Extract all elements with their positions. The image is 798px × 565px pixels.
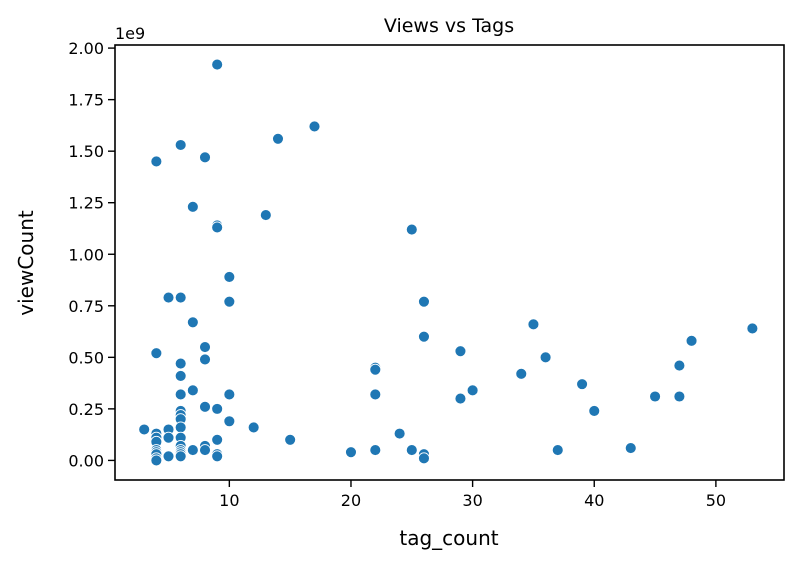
data-point (162, 291, 175, 304)
data-point (527, 318, 540, 331)
data-point (223, 270, 236, 283)
data-point (150, 454, 163, 467)
data-point (199, 400, 211, 413)
data-point (174, 357, 187, 370)
data-point (211, 221, 224, 234)
data-point (174, 450, 187, 463)
plot-area-frame (114, 44, 785, 481)
data-point (211, 433, 224, 446)
y-tick-label: 0.00 (68, 451, 104, 470)
data-point (369, 363, 382, 376)
y-tick-label: 0.25 (68, 400, 104, 419)
data-point (174, 388, 187, 401)
data-point (466, 384, 479, 397)
data-point (345, 446, 357, 459)
data-point (369, 388, 382, 401)
x-tick-label: 50 (706, 491, 726, 510)
data-point (649, 390, 662, 403)
data-point (223, 415, 236, 428)
data-point (186, 316, 199, 329)
x-tick-label: 30 (462, 491, 482, 510)
data-point (150, 347, 163, 360)
data-point (223, 295, 236, 308)
data-point (405, 223, 418, 236)
data-point (211, 450, 224, 463)
data-point (624, 442, 637, 454)
data-point (454, 392, 467, 405)
data-point (576, 378, 589, 391)
data-point (162, 431, 175, 444)
data-point (588, 404, 601, 417)
data-points (138, 58, 759, 467)
data-point (199, 341, 211, 353)
data-point (174, 421, 187, 434)
y-axis-ticks: 0.00 0.25 0.50 0.75 1.00 1.25 1.50 1.75 2.00 (68, 39, 115, 470)
data-point (247, 421, 260, 434)
y-axis-offset-label: 1e9 (115, 24, 145, 43)
data-point (174, 139, 187, 151)
data-point (150, 155, 163, 168)
data-point (673, 359, 686, 372)
data-point (174, 369, 187, 382)
data-point (673, 390, 686, 403)
data-point (539, 351, 552, 364)
y-tick-label: 0.75 (68, 297, 104, 316)
data-point (418, 452, 430, 465)
y-axis-label: viewCount (14, 210, 38, 316)
data-point (138, 423, 151, 436)
data-point (199, 444, 211, 457)
data-point (308, 120, 321, 133)
data-point (186, 444, 199, 457)
x-tick-label: 20 (341, 491, 361, 510)
data-point (685, 334, 698, 347)
data-point (551, 444, 564, 457)
y-tick-label: 1.75 (68, 91, 104, 110)
data-point (746, 322, 759, 335)
y-tick-label: 0.50 (68, 348, 104, 367)
data-point (418, 330, 430, 343)
chart-title: Views vs Tags (384, 15, 514, 37)
data-point (272, 132, 284, 145)
y-tick-label: 1.25 (68, 194, 104, 213)
data-point (369, 444, 382, 457)
data-point (418, 295, 430, 308)
x-tick-label: 10 (219, 491, 239, 510)
data-point (211, 402, 224, 415)
data-point (199, 151, 211, 164)
y-tick-label: 2.00 (68, 39, 104, 58)
data-point (174, 291, 187, 304)
y-tick-label: 1.00 (68, 245, 104, 264)
data-point (211, 58, 224, 71)
data-point (405, 444, 418, 457)
data-point (515, 367, 528, 380)
data-point (223, 388, 236, 401)
data-point (186, 200, 199, 213)
x-axis-ticks: 10 20 30 40 50 (219, 480, 726, 510)
data-point (454, 345, 467, 358)
data-point (393, 427, 406, 440)
data-point (162, 450, 175, 463)
data-point (186, 384, 199, 397)
data-point (199, 353, 211, 366)
x-axis-label: tag_count (399, 526, 498, 550)
data-point (259, 209, 272, 222)
x-tick-label: 40 (584, 491, 604, 510)
data-point (284, 433, 297, 446)
y-tick-label: 1.50 (68, 142, 104, 161)
